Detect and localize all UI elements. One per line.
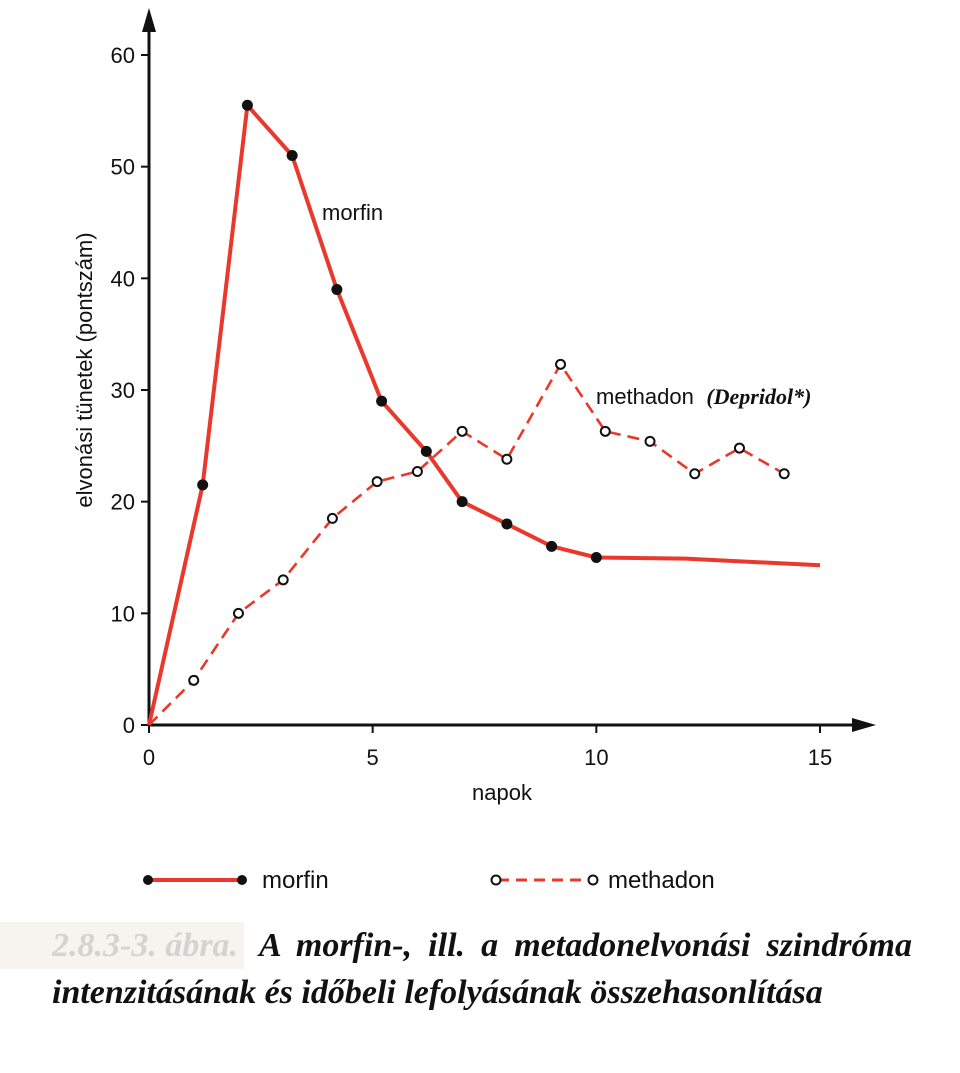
series-label-methadon-name: methadon <box>596 384 694 409</box>
x-tick-label: 15 <box>808 745 832 770</box>
axes <box>142 8 876 732</box>
chart: 0 10 20 30 40 50 60 0 5 10 15 elvonási tünetek (po… <box>72 8 876 894</box>
legend-methadon-label: methadon <box>608 867 715 894</box>
data-point-methadon <box>778 468 790 480</box>
legend-methadon-marker <box>490 874 502 886</box>
y-tick-label: 20 <box>111 490 135 515</box>
data-point-morfin <box>590 552 602 563</box>
legend-morfin-marker <box>237 875 247 885</box>
data-point-methadon <box>326 512 338 524</box>
data-point-morfin <box>456 496 468 508</box>
legend: morfin methadon <box>143 867 715 894</box>
caption-text: A morfin-, ill. a metadonelvonási szindr… <box>52 927 912 1011</box>
y-tick-label: 40 <box>111 266 135 291</box>
data-point-morfin <box>546 540 558 552</box>
legend-morfin-label: morfin <box>262 867 329 894</box>
x-tick-label: 5 <box>367 745 379 770</box>
series-line-morfin <box>147 103 821 726</box>
series-layer <box>147 99 821 726</box>
data-point-morfin <box>197 479 209 491</box>
x-axis-label: napok <box>472 780 533 805</box>
data-point-morfin <box>376 395 388 407</box>
y-axis-label: elvonási tünetek (pontszám) <box>72 232 97 507</box>
caption-number: 2.8.3-3. ábra. <box>0 922 245 969</box>
series-line-methadon <box>148 363 785 726</box>
y-axis-arrow <box>142 8 156 32</box>
data-point-methadon <box>501 453 513 465</box>
y-tick-label: 60 <box>111 43 135 68</box>
series-label-methadon: methadon (Depridol*) <box>596 384 811 409</box>
y-tick-label: 0 <box>123 713 135 738</box>
data-point-morfin <box>420 445 432 457</box>
legend-methadon-marker <box>587 874 599 886</box>
data-point-methadon <box>411 466 423 478</box>
data-point-methadon <box>371 476 383 488</box>
data-point-methadon <box>599 425 611 437</box>
y-tick-label: 10 <box>111 601 135 626</box>
data-point-morfin <box>331 284 343 295</box>
data-point-methadon <box>555 358 567 370</box>
ticks: 0 10 20 30 40 50 60 0 5 10 15 <box>111 43 833 770</box>
data-point-methadon <box>644 435 656 447</box>
x-tick-label: 10 <box>584 745 608 770</box>
data-point-morfin <box>286 150 298 161</box>
data-point-methadon <box>733 442 745 454</box>
data-point-methadon <box>277 574 289 586</box>
series-label-morfin: morfin <box>322 200 383 225</box>
data-point-methadon <box>689 468 701 480</box>
data-point-morfin <box>241 99 253 111</box>
series-label-methadon-suffix: (Depridol*) <box>706 384 811 409</box>
data-point-methadon <box>456 425 468 437</box>
data-point-methadon <box>232 607 244 619</box>
x-tick-label: 0 <box>143 745 155 770</box>
data-point-methadon <box>188 674 200 686</box>
y-tick-label: 50 <box>111 155 135 180</box>
data-point-morfin <box>501 518 513 530</box>
figure-caption: 2.8.3-3. ábra. A morfin-, ill. a metadon… <box>0 922 912 1016</box>
y-tick-label: 30 <box>111 378 135 403</box>
x-axis-arrow <box>852 718 876 732</box>
legend-morfin-marker <box>143 875 153 885</box>
